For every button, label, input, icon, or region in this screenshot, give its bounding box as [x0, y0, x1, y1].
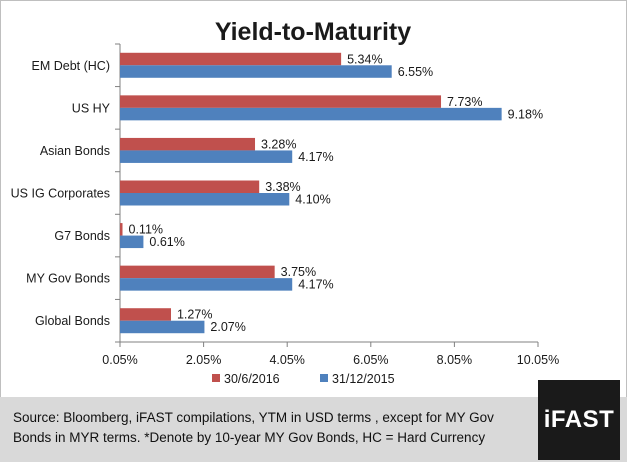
bar-data-label: 2.07%	[210, 320, 245, 334]
footer: Source: Bloomberg, iFAST compilations, Y…	[0, 380, 627, 462]
x-tick-label: 10.05%	[517, 353, 559, 367]
bar	[120, 180, 260, 193]
legend-label: 31/12/2015	[332, 372, 395, 386]
bar-data-label: 3.38%	[265, 180, 300, 194]
bar	[120, 223, 123, 236]
legend-swatch	[320, 374, 328, 382]
bar	[120, 95, 442, 108]
chart-title: Yield-to-Maturity	[215, 18, 411, 46]
y-category-label: G7 Bonds	[54, 229, 110, 243]
bar-chart: Yield-to-Maturity 0.05% 2.05% 4.05% 6.05% 8.…	[11, 18, 560, 386]
bar-data-label: 3.28%	[261, 137, 296, 151]
source-note: Source: Bloomberg, iFAST compilations, Y…	[13, 408, 533, 448]
y-category-label: US HY	[72, 101, 111, 115]
x-tick-label: 4.05%	[269, 353, 304, 367]
bar	[120, 278, 293, 291]
bar-data-label: 3.75%	[281, 265, 316, 279]
source-line-1: Source: Bloomberg, iFAST compilations, Y…	[13, 410, 494, 425]
bar-data-label: 1.27%	[177, 308, 212, 322]
legend-swatch	[212, 374, 220, 382]
bar-data-label: 0.11%	[129, 223, 164, 237]
ifast-logo: iFAST	[538, 380, 620, 460]
bar	[120, 193, 290, 206]
bar-data-label: 9.18%	[508, 107, 543, 121]
bar	[120, 265, 275, 279]
y-category-label: EM Debt (HC)	[32, 59, 110, 73]
bar	[120, 52, 342, 66]
chart-legend: 30/6/2016 31/12/2015	[212, 372, 395, 386]
y-category-label: Asian Bonds	[40, 144, 110, 158]
x-tick-label: 2.05%	[186, 353, 221, 367]
bar-data-label: 4.17%	[298, 278, 333, 292]
legend-label: 30/6/2016	[224, 372, 280, 386]
x-tick-label: 0.05%	[102, 353, 137, 367]
bar	[120, 137, 256, 151]
chart-bars: 5.34%6.55%7.73%9.18%3.28%4.17%3.38%4.10%…	[120, 52, 543, 334]
bar	[120, 235, 144, 249]
bar-data-label: 7.73%	[447, 95, 482, 109]
y-category-label: Global Bonds	[35, 314, 110, 328]
y-category-label: US IG Corporates	[11, 187, 110, 201]
chart-axes: 0.05% 2.05% 4.05% 6.05% 8.05% 10.05% EM Debt (…	[11, 43, 559, 367]
y-category-label: MY Gov Bonds	[26, 272, 110, 286]
bar	[120, 150, 293, 163]
bar	[120, 320, 205, 334]
bar	[120, 65, 392, 78]
bar-data-label: 6.55%	[398, 65, 433, 79]
bar	[120, 107, 502, 121]
bar-data-label: 4.17%	[298, 150, 333, 164]
source-line-2: Bonds in MYR terms. *Denote by 10-year M…	[13, 430, 486, 445]
bar-data-label: 4.10%	[295, 193, 330, 207]
x-tick-label: 8.05%	[437, 353, 472, 367]
ifast-logo-text: iFAST	[543, 406, 615, 433]
bar-data-label: 5.34%	[347, 52, 382, 66]
x-tick-label: 6.05%	[353, 353, 388, 367]
bar-data-label: 0.61%	[149, 235, 184, 249]
bar	[120, 308, 171, 321]
